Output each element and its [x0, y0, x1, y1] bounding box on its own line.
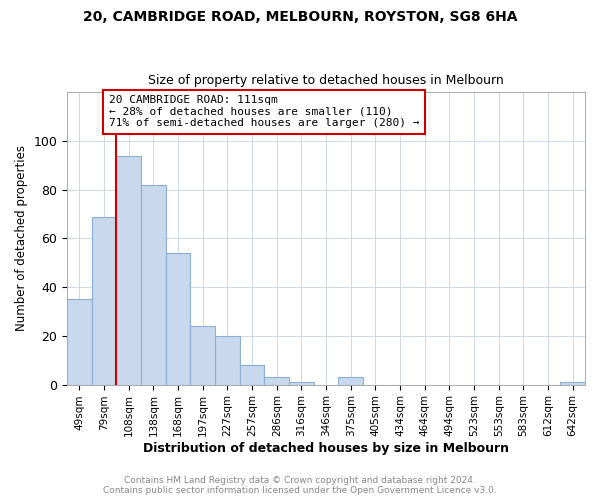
Bar	[92, 216, 116, 384]
Bar	[289, 382, 314, 384]
Text: 20 CAMBRIDGE ROAD: 111sqm
← 28% of detached houses are smaller (110)
71% of semi: 20 CAMBRIDGE ROAD: 111sqm ← 28% of detac…	[109, 96, 419, 128]
Bar	[116, 156, 141, 384]
Bar	[560, 382, 585, 384]
Bar	[265, 378, 289, 384]
X-axis label: Distribution of detached houses by size in Melbourn: Distribution of detached houses by size …	[143, 442, 509, 455]
Bar	[67, 300, 92, 384]
Bar	[166, 253, 190, 384]
Text: 20, CAMBRIDGE ROAD, MELBOURN, ROYSTON, SG8 6HA: 20, CAMBRIDGE ROAD, MELBOURN, ROYSTON, S…	[83, 10, 517, 24]
Text: Contains HM Land Registry data © Crown copyright and database right 2024.
Contai: Contains HM Land Registry data © Crown c…	[103, 476, 497, 495]
Bar	[141, 185, 166, 384]
Bar	[338, 378, 363, 384]
Bar	[240, 365, 265, 384]
Y-axis label: Number of detached properties: Number of detached properties	[15, 146, 28, 332]
Title: Size of property relative to detached houses in Melbourn: Size of property relative to detached ho…	[148, 74, 504, 87]
Bar	[190, 326, 215, 384]
Bar	[215, 336, 240, 384]
